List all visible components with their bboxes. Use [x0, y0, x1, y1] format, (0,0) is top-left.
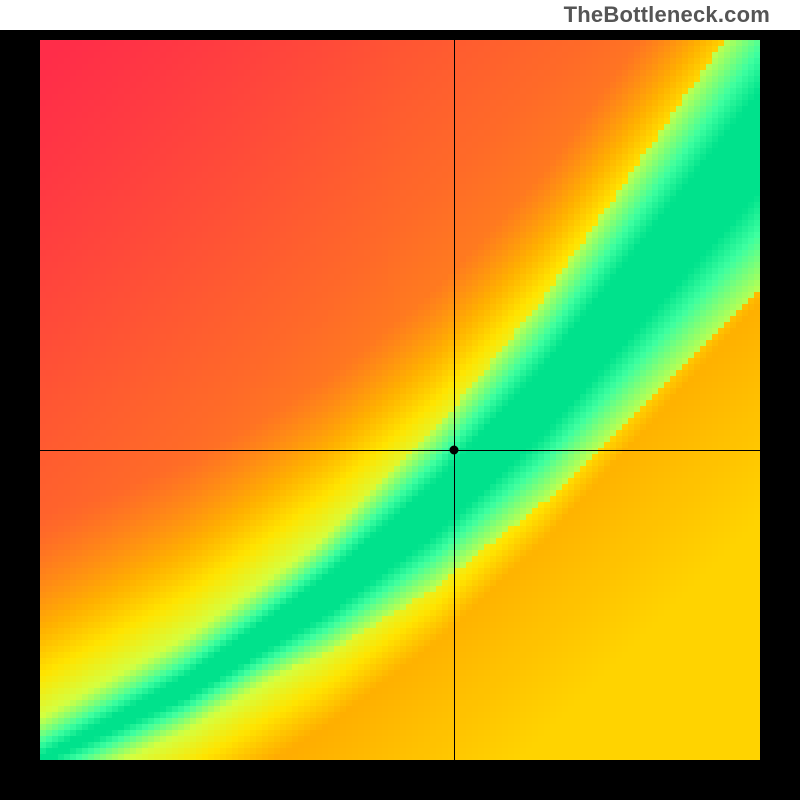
watermark-text: TheBottleneck.com: [564, 2, 770, 28]
crosshair-horizontal-line: [40, 450, 760, 451]
crosshair-marker-dot: [450, 446, 459, 455]
heatmap-canvas: [40, 40, 760, 760]
heatmap-plot-area: [40, 40, 760, 760]
crosshair-vertical-line: [454, 40, 455, 760]
plot-outer-frame: [0, 30, 800, 800]
